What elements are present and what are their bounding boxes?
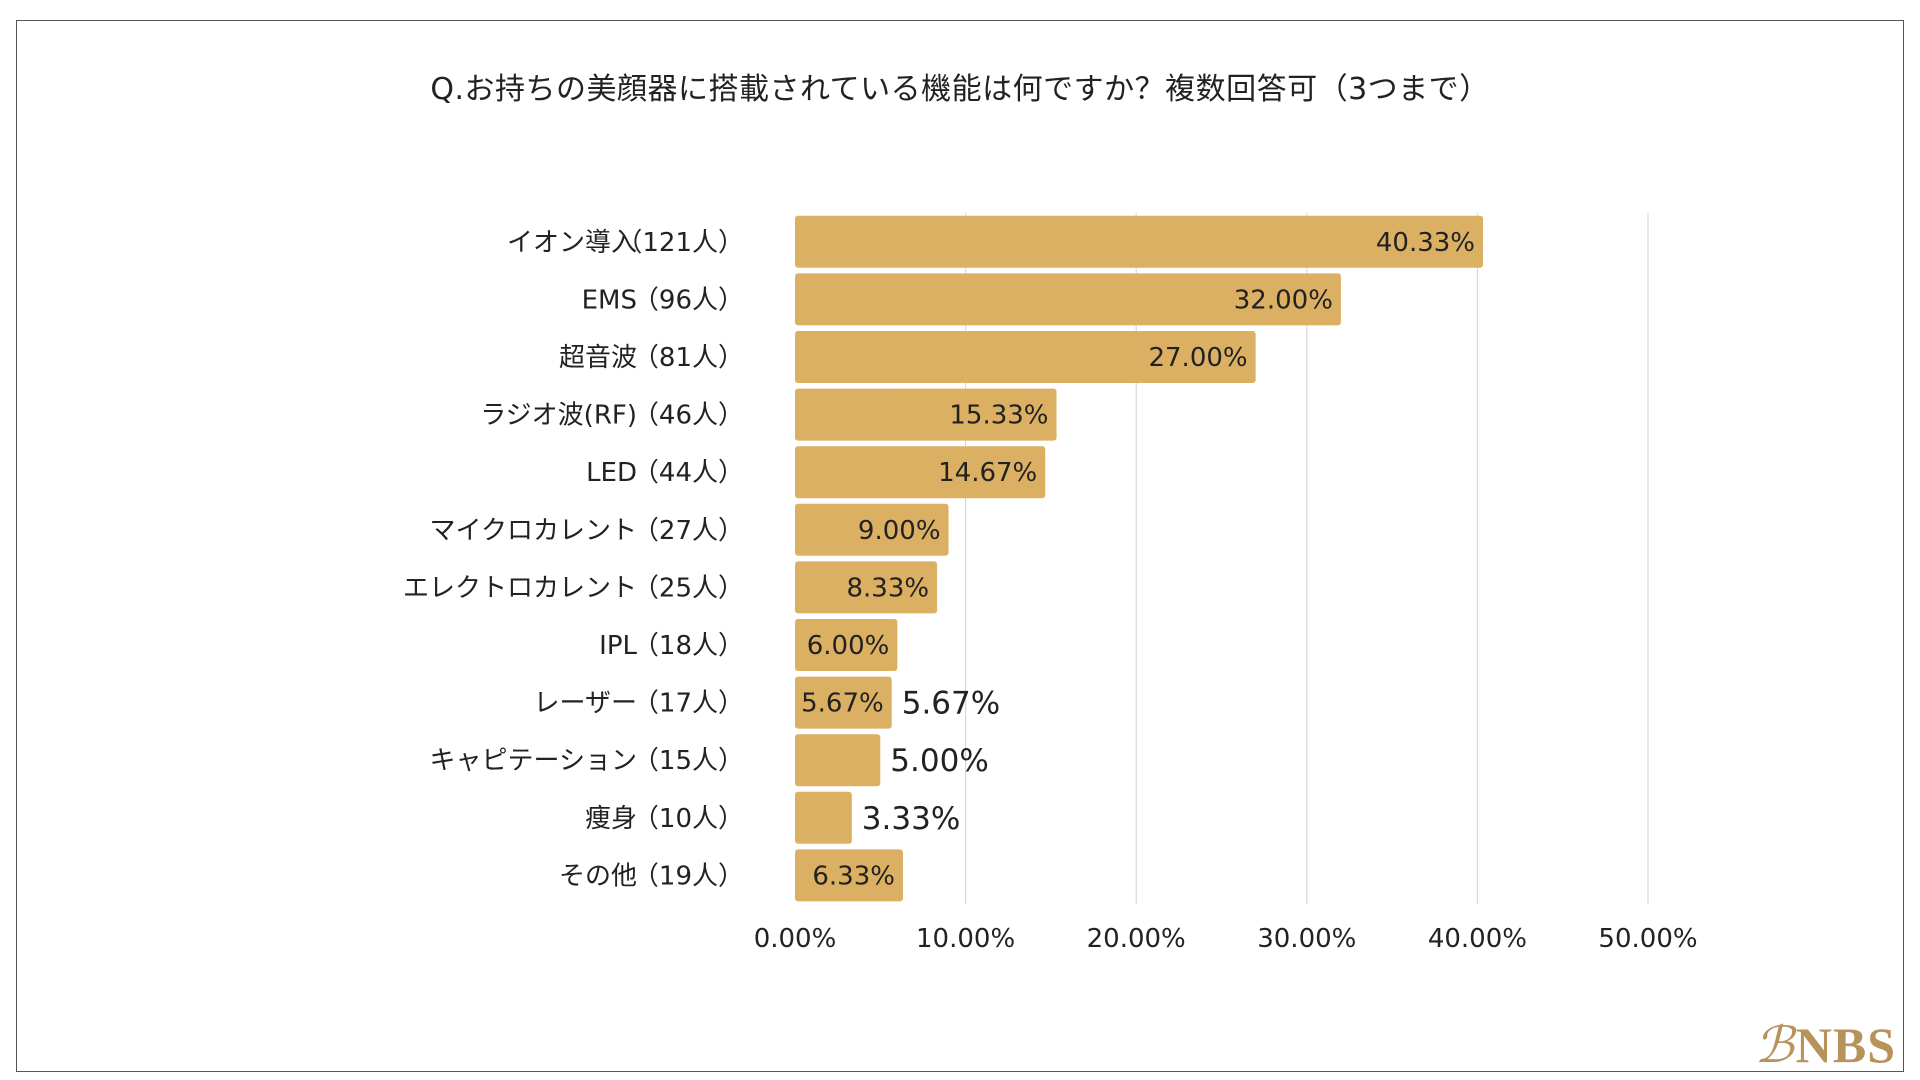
bar: [795, 676, 892, 729]
count-label: （96人）: [633, 285, 744, 315]
bar: [795, 791, 852, 844]
data-label: 40.33%: [1376, 228, 1475, 258]
category-label: IPL: [599, 631, 637, 661]
chart-frame: [16, 20, 1904, 1072]
data-label: 5.00%: [890, 743, 988, 779]
category-label: 超音波: [559, 343, 637, 373]
count-label: （44人）: [633, 458, 744, 488]
data-label: 8.33%: [847, 573, 930, 603]
count-label: （27人）: [633, 516, 744, 546]
count-label: （19人）: [633, 861, 744, 891]
count-label: （121人）: [616, 228, 744, 258]
category-label: EMS: [582, 285, 637, 315]
data-label: 14.67%: [938, 458, 1037, 488]
x-tick-label: 20.00%: [1087, 924, 1186, 954]
category-label: 痩身: [585, 804, 637, 834]
data-label: 5.67%: [801, 689, 884, 719]
bar: [795, 446, 1046, 499]
x-tick-label: 50.00%: [1598, 924, 1697, 954]
data-label: 32.00%: [1234, 285, 1333, 315]
bar: [795, 388, 1057, 441]
chart-title: Q.お持ちの美顔器に搭載されている機能は何ですか？複数回答可（3つまで）: [430, 72, 1490, 107]
category-label: レーザー: [534, 689, 637, 719]
category-label: キャピテーション: [430, 746, 637, 776]
category-label: イオン導入: [507, 228, 637, 258]
count-label: （10人）: [633, 804, 744, 834]
data-label: 9.00%: [858, 516, 941, 546]
data-label: 6.00%: [807, 631, 890, 661]
data-label: 27.00%: [1148, 343, 1247, 373]
x-tick-label: 0.00%: [754, 924, 837, 954]
bar: [795, 561, 938, 614]
data-label: 5.67%: [902, 686, 1000, 722]
count-label: （18人）: [633, 631, 744, 661]
category-label: ラジオ波(RF): [480, 401, 637, 431]
count-label: （81人）: [633, 343, 744, 373]
x-tick-label: 30.00%: [1257, 924, 1356, 954]
bar: [795, 503, 949, 556]
category-label: エレクトロカレント: [403, 573, 637, 603]
x-tick-label: 40.00%: [1428, 924, 1527, 954]
data-label: 15.33%: [949, 401, 1048, 431]
count-label: （46人）: [633, 401, 744, 431]
bar: [795, 734, 881, 787]
count-label: （17人）: [633, 689, 744, 719]
bar: [795, 273, 1341, 326]
category-label: LED: [586, 458, 637, 488]
data-label: 3.33%: [862, 801, 960, 837]
brand-logo: ℬ NBS: [1754, 1020, 1896, 1070]
bar: [795, 849, 903, 902]
count-label: （15人）: [633, 746, 744, 776]
x-tick-label: 10.00%: [916, 924, 1015, 954]
brand-mark-icon: ℬ: [1754, 1016, 1794, 1074]
category-label: マイクロカレント: [430, 516, 637, 546]
count-label: （25人）: [633, 573, 744, 603]
bar: [795, 331, 1256, 383]
brand-name: NBS: [1795, 1017, 1896, 1073]
bar: [795, 619, 898, 671]
data-label: 6.33%: [812, 861, 895, 891]
bar: [795, 215, 1484, 268]
category-label: その他: [559, 861, 637, 891]
